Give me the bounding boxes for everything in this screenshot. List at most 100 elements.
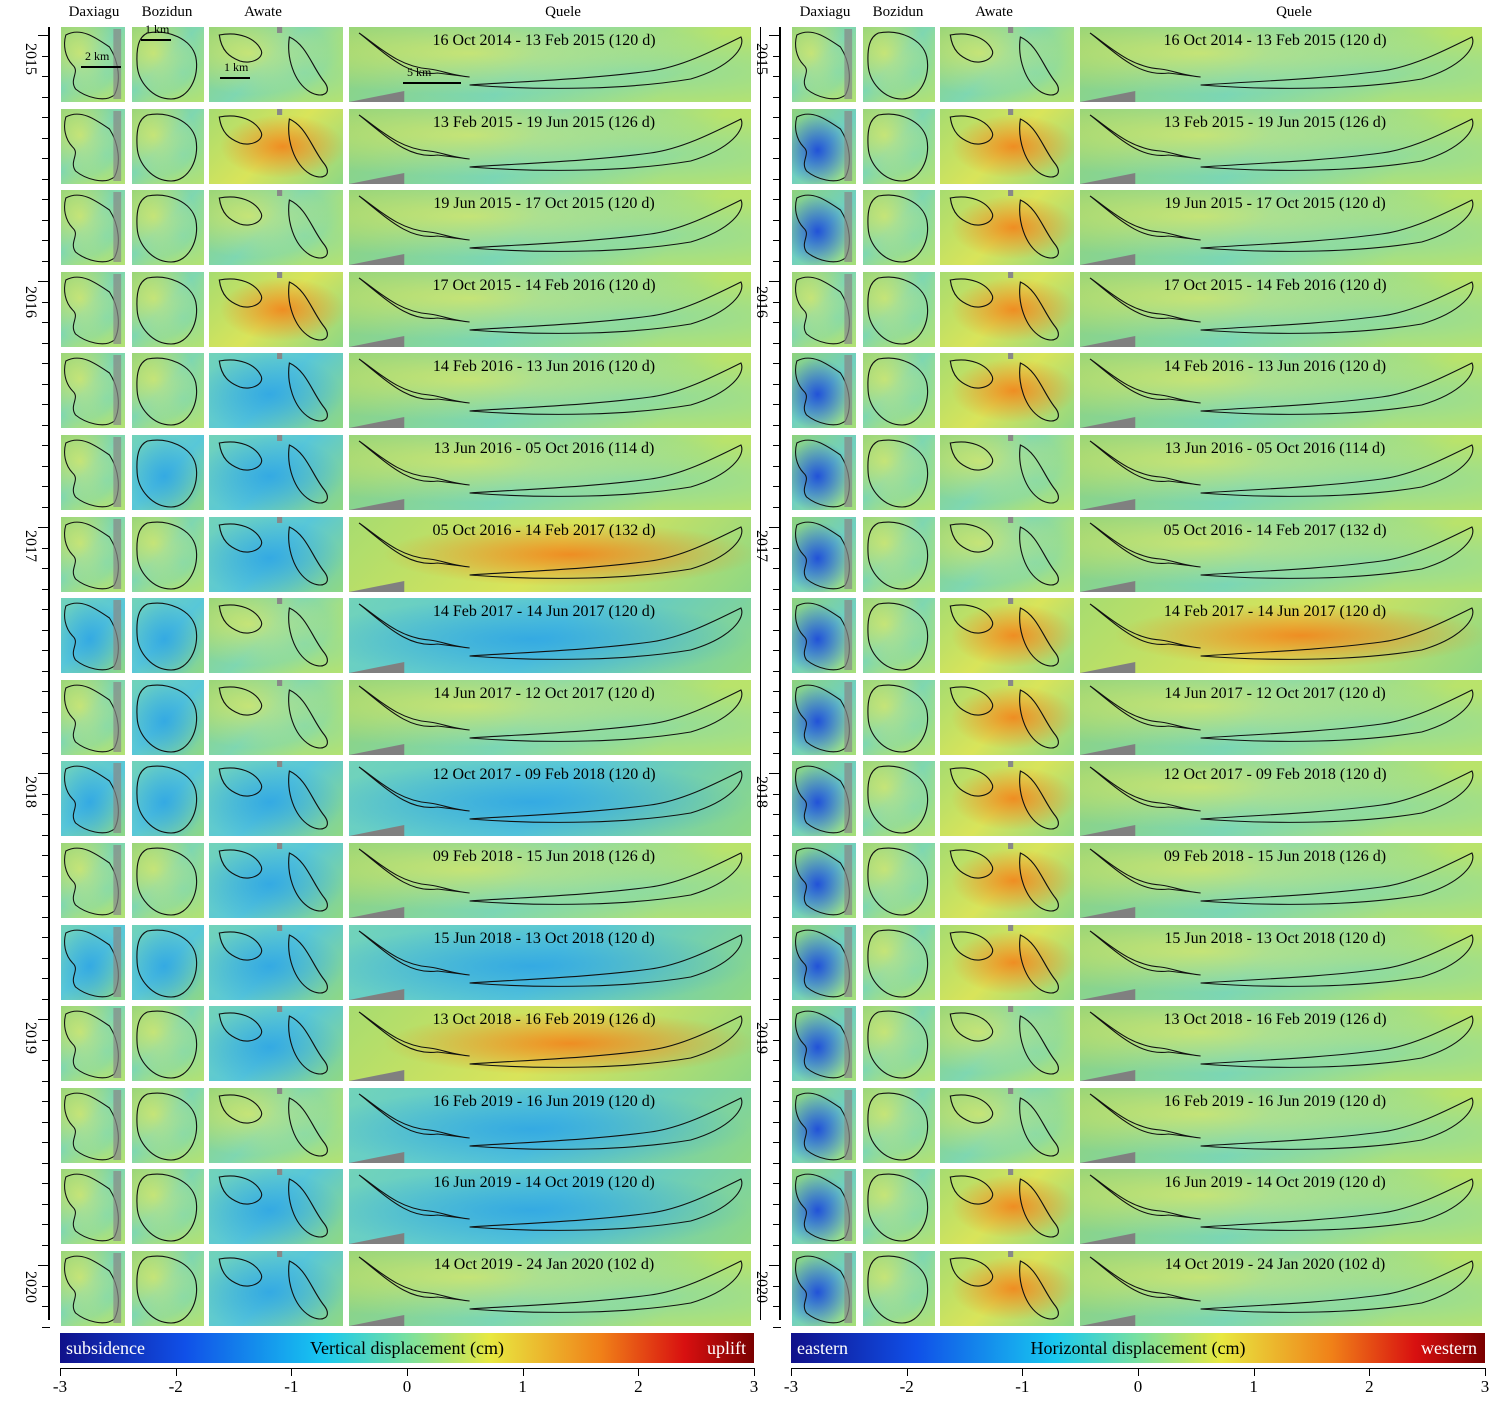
time-axis-tick [38,527,50,528]
time-axis-tick [42,117,50,118]
vertical-daxiagu-map-7 [61,516,125,592]
vertical-bozidun-map-9 [132,679,204,755]
horizontal-colorbar-tick [1253,1368,1255,1376]
horizontal-awate-map-7 [940,516,1074,592]
horizontal-bozidun-map-1 [863,27,935,102]
year-label-2019: 2019 [22,1022,39,1054]
time-axis-tick [773,629,781,631]
vertical-quele-map-5: 14 Feb 2016 - 13 Jun 2016 (120 d) [349,353,751,429]
glacier-outline [218,435,328,504]
vertical-bozidun-map-16 [132,1251,204,1326]
vertical-interval-label-9: 14 Jun 2017 - 12 Oct 2017 (120 d) [433,684,655,702]
time-axis-tick [42,711,50,713]
glacier-outline [218,190,328,259]
horizontal-quele-map-9: 14 Jun 2017 - 12 Oct 2017 (120 d) [1080,679,1482,755]
time-axis-tick [42,363,50,364]
horizontal-interval-label-13: 13 Oct 2018 - 16 Feb 2019 (126 d) [1163,1011,1387,1029]
vertical-colorbar-tick [638,1368,640,1376]
time-axis-tick [38,1019,50,1020]
glacier-outline [949,1251,1059,1320]
time-axis-tick [42,937,50,938]
horizontal-interval-label-9: 14 Jun 2017 - 12 Oct 2017 (120 d) [1164,684,1386,702]
time-axis-tick [38,773,50,774]
vertical-bozidun-map-11 [132,843,204,918]
time-axis-tick [773,96,781,98]
horizontal-colorbar: eastern Horizontal displacement (cm) weste… [791,1333,1485,1363]
time-axis-tick [773,76,781,77]
horizontal-daxiagu-map-4 [792,271,856,347]
vertical-daxiagu-map-2 [61,108,125,184]
time-axis-tick [773,55,781,57]
time-axis-tick [42,55,50,57]
time-axis-tick [773,978,781,979]
horizontal-interval-label-3: 19 Jun 2015 - 17 Oct 2015 (120 d) [1164,195,1386,213]
glacier-outline [349,522,743,592]
horizontal-daxiagu-map-11 [792,843,856,918]
year-label-2016: 2016 [753,286,770,318]
horizontal-daxiagu-map-13 [792,1006,856,1082]
vertical-bozidun-map-14 [132,1087,204,1163]
horizontal-daxiagu-map-10 [792,761,856,837]
horizontal-awate-map-14 [940,1087,1074,1163]
vertical-interval-label-11: 09 Feb 2018 - 15 Jun 2018 (126 d) [432,848,656,865]
glacier-outline [1080,440,1474,510]
glacier-outline [136,847,198,916]
year-label-2018: 2018 [753,776,770,808]
time-axis-tick [773,1142,781,1143]
glacier-outline [218,1006,328,1075]
vertical-daxiagu-map-15 [61,1169,125,1245]
glacier-outline [949,27,1059,96]
glacier-outline [1080,848,1474,918]
horizontal-daxiagu-map-2 [792,108,856,184]
horizontal-colorbar-tick [1022,1368,1024,1376]
glacier-outline [218,1169,328,1238]
column-header-bozidun: Bozidun [141,4,193,20]
time-axis-tick [42,916,50,918]
vertical-awate-map-3 [209,190,343,266]
vertical-awate-map-8 [209,598,343,674]
time-axis-tick [42,1101,50,1102]
glacier-outline [867,194,929,263]
vertical-colorbar-tick [175,1368,177,1376]
vertical-quele-map-7: 05 Oct 2016 - 14 Feb 2017 (132 d) [349,516,751,592]
time-axis-tick [773,1203,781,1205]
horizontal-interval-label-6: 13 Jun 2016 - 05 Oct 2016 (114 d) [1164,440,1386,457]
vertical-daxiagu-map-6 [61,435,125,510]
column-header-daxiagu: Daxiagu [799,4,851,20]
glacier-outline [949,353,1059,422]
vertical-quele-map-10: 12 Oct 2017 - 09 Feb 2018 (120 d) [349,761,751,837]
vertical-bozidun-map-13 [132,1006,204,1082]
glacier-outline [1080,1174,1474,1245]
glacier-outline [136,1255,198,1324]
time-axis-tick [773,1224,781,1225]
glacier-outline [867,1174,929,1242]
scale-bar-line-awate [220,77,250,79]
vertical-daxiagu-map-14 [61,1087,125,1163]
time-axis-tick [773,383,781,385]
time-axis-tick [773,137,781,139]
glacier-outline [795,1089,853,1161]
vertical-interval-label-3: 19 Jun 2015 - 17 Oct 2015 (120 d) [433,195,655,213]
horizontal-bozidun-map-13 [863,1006,935,1082]
glacier-outline [867,684,929,753]
horizontal-awate-map-16 [940,1251,1074,1326]
time-axis-tick [773,219,781,221]
glacier-outline [1080,603,1474,674]
glacier-outline [867,1010,929,1079]
time-axis-tick [773,998,781,1000]
horizontal-quele-map-4: 17 Oct 2015 - 14 Feb 2016 (120 d) [1080,271,1482,347]
time-axis-tick [42,670,50,672]
horizontal-daxiagu-map-8 [792,598,856,674]
glacier-outline [867,1092,929,1161]
glacier-outline [218,843,328,912]
vertical-colorbar-tick [522,1368,524,1376]
time-axis [779,27,781,1320]
horizontal-awate-map-2 [940,108,1074,184]
horizontal-interval-label-16: 14 Oct 2019 - 24 Jan 2020 (102 d) [1164,1256,1386,1273]
horizontal-quele-map-12: 15 Jun 2018 - 13 Oct 2018 (120 d) [1080,924,1482,1000]
time-axis-tick [42,732,50,733]
glacier-outline [1080,1256,1474,1326]
glacier-outline [1080,114,1474,184]
time-axis-tick [773,1060,781,1061]
horizontal-bozidun-map-5 [863,353,935,429]
